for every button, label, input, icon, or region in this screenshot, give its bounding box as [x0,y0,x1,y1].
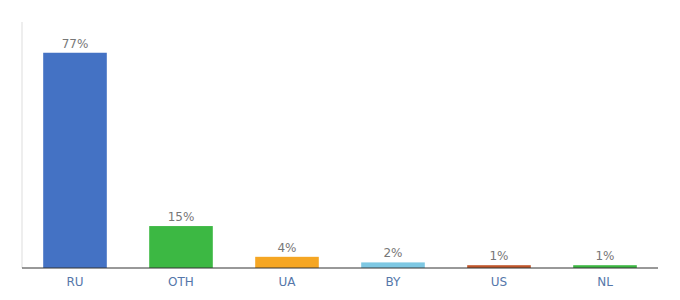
x-tick-label: NL [597,275,613,289]
data-label: 4% [277,241,296,255]
bar [255,257,319,268]
x-axis-line [22,268,658,269]
y-axis-line [22,22,23,268]
bar [149,226,213,268]
data-label: 2% [383,246,402,260]
data-label: 77% [62,37,89,51]
x-tick-label: OTH [168,275,194,289]
x-tick-label: BY [386,275,402,289]
x-tick-label: RU [66,275,83,289]
chart-svg: 77% 15% 4% 2% 1% 1% RU OTH UA BY US NL [0,0,680,300]
data-label: 1% [595,249,614,263]
bar [361,262,425,268]
bars [43,53,637,268]
x-tick-label: US [491,275,507,289]
data-label: 15% [168,210,195,224]
bar [43,53,107,268]
chart-container: 77% 15% 4% 2% 1% 1% RU OTH UA BY US NL [0,0,680,300]
data-label: 1% [489,249,508,263]
x-tick-label: UA [279,275,297,289]
